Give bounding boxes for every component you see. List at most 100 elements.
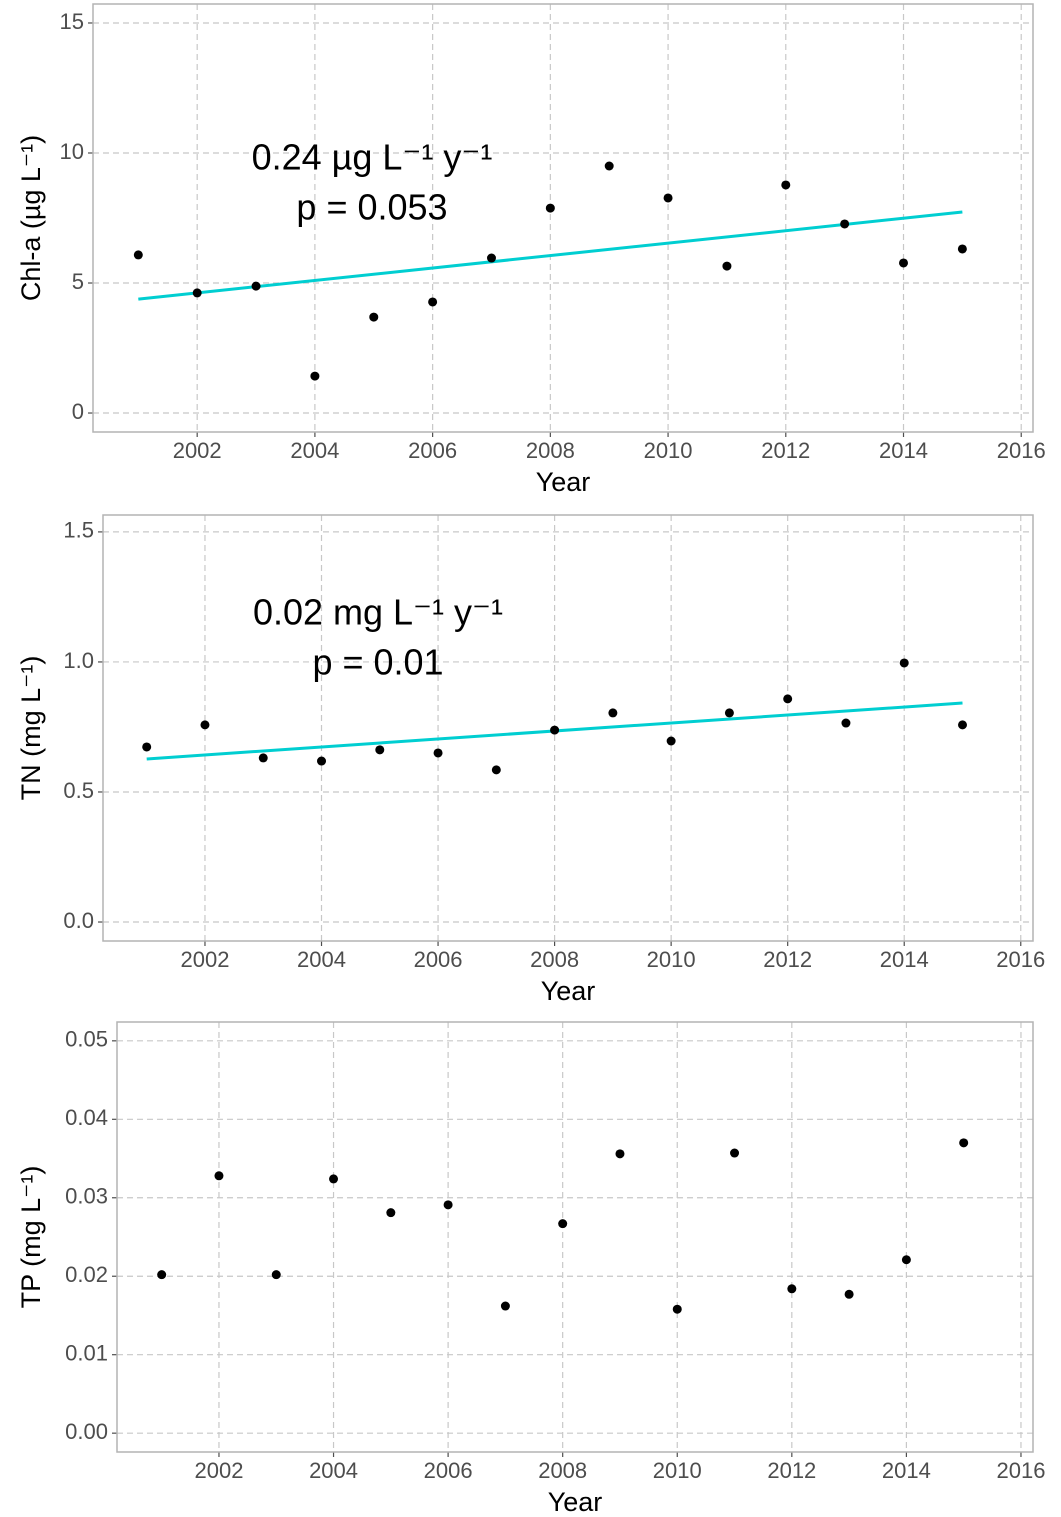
data-point: [899, 658, 909, 668]
y-tick-label: 0.04: [65, 1105, 108, 1130]
x-tick-label: 2016: [996, 947, 1045, 972]
x-tick-label: 2006: [414, 947, 463, 972]
data-point: [901, 1255, 911, 1265]
data-point: [443, 1200, 453, 1210]
data-point: [433, 748, 443, 758]
data-point: [200, 720, 210, 730]
y-axis-title: TN (mg L⁻¹): [16, 656, 46, 801]
data-point: [608, 708, 618, 718]
y-tick-label: 0.00: [65, 1419, 108, 1444]
data-point: [787, 1284, 797, 1294]
x-tick-label: 2010: [644, 438, 693, 463]
data-point: [317, 756, 327, 766]
plot-frame: [116, 1021, 1034, 1453]
y-tick-label: 0.01: [65, 1341, 108, 1366]
y-tick-label: 15: [60, 9, 84, 34]
plot-frame: [102, 514, 1034, 942]
trend-line: [138, 210, 963, 301]
x-tick-label: 2002: [173, 438, 222, 463]
x-tick-label: 2010: [647, 947, 696, 972]
y-tick-label: 0.5: [63, 778, 94, 803]
data-point: [840, 219, 850, 229]
data-point: [957, 244, 967, 254]
x-axis-title: Year: [541, 976, 596, 1006]
data-point: [724, 708, 734, 718]
data-point: [663, 193, 673, 203]
data-point: [214, 1171, 224, 1181]
x-tick-label: 2006: [424, 1458, 473, 1483]
y-axis-title: Chl-a (µg L⁻¹): [16, 135, 46, 301]
data-point: [142, 742, 152, 752]
data-point: [841, 718, 851, 728]
x-tick-label: 2002: [194, 1458, 243, 1483]
panel: 0.00 0.01 0.02 0.03 0.04 0.05 2002 2004 2006 2008…: [16, 1021, 1045, 1517]
x-tick-label: 2012: [761, 438, 810, 463]
data-point: [486, 253, 496, 263]
y-tick-label: 0.0: [63, 908, 94, 933]
data-point: [959, 1138, 969, 1148]
data-point: [251, 281, 261, 291]
data-point: [722, 261, 732, 271]
x-tick-label: 2002: [180, 947, 229, 972]
data-point: [491, 765, 501, 775]
data-point: [899, 258, 909, 268]
annotation: 0.24 µg L⁻¹ y⁻¹: [252, 137, 493, 178]
y-tick-label: 0: [72, 399, 84, 424]
data-point: [783, 694, 793, 704]
x-tick-label: 2016: [997, 438, 1046, 463]
x-axis-title: Year: [536, 467, 591, 497]
data-point: [545, 203, 555, 213]
data-point: [844, 1289, 854, 1299]
data-point: [369, 312, 379, 322]
x-tick-label: 2008: [530, 947, 579, 972]
x-tick-label: 2014: [882, 1458, 931, 1483]
x-tick-label: 2012: [767, 1458, 816, 1483]
x-tick-label: 2010: [653, 1458, 702, 1483]
y-axis-title: TP (mg L⁻¹): [16, 1166, 46, 1309]
data-point: [386, 1208, 396, 1218]
plot-frame: [92, 3, 1034, 433]
x-axis-title: Year: [548, 1487, 603, 1517]
data-point: [310, 371, 320, 381]
x-tick-label: 2004: [290, 438, 339, 463]
x-tick-label: 2006: [408, 438, 457, 463]
data-point: [781, 180, 791, 190]
y-tick-label: 10: [60, 139, 84, 164]
annotation: p = 0.053: [296, 187, 447, 228]
y-tick-label: 1.5: [63, 518, 94, 543]
data-point: [604, 161, 614, 171]
panel: 0.0 0.5 1.0 1.5 2002 2004 2006 2008 2010 2012 2014…: [16, 514, 1045, 1006]
data-point: [550, 725, 560, 735]
x-tick-label: 2008: [538, 1458, 587, 1483]
y-tick-label: 0.02: [65, 1262, 108, 1287]
y-tick-label: 5: [72, 269, 84, 294]
data-point: [428, 297, 438, 307]
data-point: [157, 1270, 167, 1280]
x-tick-label: 2008: [526, 438, 575, 463]
data-point: [558, 1219, 568, 1229]
data-point: [672, 1304, 682, 1314]
data-point: [329, 1174, 339, 1184]
x-tick-label: 2004: [297, 947, 346, 972]
x-tick-label: 2016: [996, 1458, 1045, 1483]
data-point: [730, 1148, 740, 1158]
data-point: [133, 250, 143, 260]
data-point: [615, 1149, 625, 1159]
data-point: [271, 1270, 281, 1280]
data-point: [375, 745, 385, 755]
data-point: [258, 753, 268, 763]
y-tick-label: 1.0: [63, 648, 94, 673]
x-tick-label: 2004: [309, 1458, 358, 1483]
annotation: 0.02 mg L⁻¹ y⁻¹: [253, 592, 503, 633]
data-point: [192, 288, 202, 298]
data-point: [500, 1301, 510, 1311]
x-tick-label: 2014: [879, 438, 928, 463]
panel: 0 5 10 15 2002 2004 2006 2008 2010 2012 2014 2016 0.…: [16, 3, 1046, 497]
data-point: [666, 736, 676, 746]
x-tick-label: 2012: [763, 947, 812, 972]
y-tick-label: 0.05: [65, 1027, 108, 1052]
annotation: p = 0.01: [312, 642, 443, 683]
x-tick-label: 2014: [880, 947, 929, 972]
y-tick-label: 0.03: [65, 1184, 108, 1209]
